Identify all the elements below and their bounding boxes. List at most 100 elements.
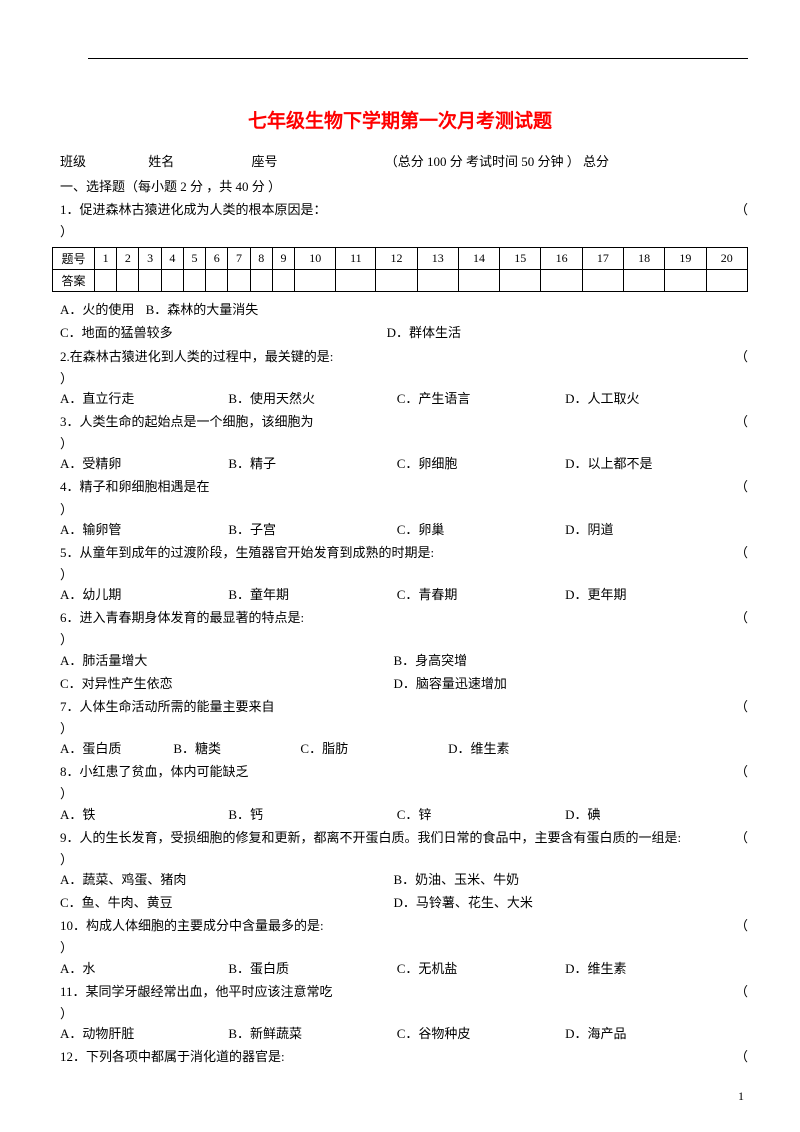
q1-optB: B．森林的大量消失 — [146, 300, 259, 320]
q8-optB: B．钙 — [228, 805, 393, 825]
table-cell — [500, 270, 541, 292]
table-cell: 11 — [336, 248, 376, 270]
q7-optC: C．脂肪 — [300, 739, 444, 759]
q10-optA: A．水 — [60, 959, 225, 979]
table-cell — [706, 270, 747, 292]
q3-stem: 3．人类生命的起始点是一个细胞，该细胞为 — [60, 414, 314, 429]
q3-optB: B．精子 — [228, 454, 393, 474]
q2-stem: 2.在森林古猿进化到人类的过程中，最关键的是: — [60, 349, 333, 364]
table-cell — [161, 270, 183, 292]
table-cell — [139, 270, 161, 292]
table-cell — [117, 270, 139, 292]
q7-text: 7．人体生命活动所需的能量主要来自 （ — [60, 697, 748, 717]
answer-table: 题号 1 2 3 4 5 6 7 8 9 10 11 12 13 14 15 1… — [52, 247, 748, 292]
section-1-header: 一、选择题（每小题 2 分 ，共 40 分 ） — [60, 176, 748, 195]
q5-optA: A．幼儿期 — [60, 585, 225, 605]
class-label: 班级 — [60, 151, 145, 170]
q6-options-row1: A．肺活量增大 B．身高突增 — [60, 651, 748, 671]
q4-text: 4．精子和卵细胞相遇是在 （ — [60, 477, 748, 497]
q9-paren-close: ） — [60, 850, 748, 870]
table-cell: 18 — [623, 248, 664, 270]
q8-paren-close: ） — [60, 784, 748, 804]
q1-paren: （ — [735, 200, 748, 220]
q11-options: A．动物肝脏 B．新鲜蔬菜 C．谷物种皮 D．海产品 — [60, 1024, 748, 1044]
table-cell: 3 — [139, 248, 161, 270]
q2-optC: C．产生语言 — [397, 389, 562, 409]
table-cell — [417, 270, 458, 292]
q8-optC: C．锌 — [397, 805, 562, 825]
q7-paren: （ — [735, 697, 748, 717]
q7-optD: D．维生素 — [448, 739, 509, 759]
q8-paren: （ — [735, 762, 748, 782]
table-cell — [183, 270, 205, 292]
q9-paren: （ — [735, 828, 748, 848]
q11-optC: C．谷物种皮 — [397, 1024, 562, 1044]
page-title: 七年级生物下学期第一次月考测试题 — [52, 106, 748, 133]
q9-optC: C．鱼、牛肉、黄豆 — [60, 893, 390, 913]
q3-optC: C．卵细胞 — [397, 454, 562, 474]
q7-stem: 7．人体生命活动所需的能量主要来自 — [60, 699, 275, 714]
q5-text: 5．从童年到成年的过渡阶段，生殖器官开始发育到成熟的时期是: （ — [60, 543, 748, 563]
q1-text: 1．促进森林古猿进化成为人类的根本原因是： （ — [60, 200, 748, 220]
q1-optC: C．地面的猛兽较多 — [60, 323, 383, 343]
q2-optA: A．直立行走 — [60, 389, 225, 409]
q11-text: 11．某同学牙龈经常出血，他平时应该注意常吃 （ — [60, 982, 748, 1002]
q10-options: A．水 B．蛋白质 C．无机盐 D．维生素 — [60, 959, 748, 979]
q6-paren: （ — [735, 608, 748, 628]
q4-paren: （ — [735, 477, 748, 497]
q7-optB: B．糖类 — [173, 739, 297, 759]
q9-optD: D．马铃薯、花生、大米 — [393, 893, 723, 913]
student-info-row: 班级 姓名 座号 （总分 100 分 考试时间 50 分钟 ） 总分 — [60, 151, 748, 170]
q4-optB: B．子宫 — [228, 520, 393, 540]
q6-text: 6．进入青春期身体发育的最显著的特点是: （ — [60, 608, 748, 628]
table-cell — [336, 270, 376, 292]
q8-options: A．铁 B．钙 C．锌 D．碘 — [60, 805, 748, 825]
q2-paren: （ — [735, 347, 748, 367]
q3-paren: （ — [735, 412, 748, 432]
q5-stem: 5．从童年到成年的过渡阶段，生殖器官开始发育到成熟的时期是: — [60, 545, 434, 560]
q6-options-row2: C．对异性产生依恋 D．脑容量迅速增加 — [60, 674, 748, 694]
table-cell: 7 — [228, 248, 250, 270]
table-cell: 9 — [272, 248, 294, 270]
q8-optA: A．铁 — [60, 805, 225, 825]
q8-text: 8．小红患了贫血，体内可能缺乏 （ — [60, 762, 748, 782]
q11-optD: D．海产品 — [565, 1024, 730, 1044]
q6-paren-close: ） — [60, 630, 748, 650]
table-cell — [541, 270, 582, 292]
q1-optA: A．火的使用 — [60, 300, 134, 320]
q2-optB: B．使用天然火 — [228, 389, 393, 409]
q4-stem: 4．精子和卵细胞相遇是在 — [60, 479, 210, 494]
table-cell: 6 — [206, 248, 228, 270]
q3-optD: D．以上都不是 — [565, 454, 730, 474]
q10-optB: B．蛋白质 — [228, 959, 393, 979]
q4-optD: D．阴道 — [565, 520, 730, 540]
q9-optA: A．蔬菜、鸡蛋、猪肉 — [60, 870, 390, 890]
q3-options: A．受精卵 B．精子 C．卵细胞 D．以上都不是 — [60, 454, 748, 474]
table-cell — [95, 270, 117, 292]
table-cell — [206, 270, 228, 292]
q2-optD: D．人工取火 — [565, 389, 730, 409]
q11-paren: （ — [735, 982, 748, 1002]
q1-options-row1: A．火的使用 B．森林的大量消失 — [60, 300, 748, 320]
table-cell — [458, 270, 499, 292]
q2-paren-close: ） — [60, 369, 748, 389]
q6-optA: A．肺活量增大 — [60, 651, 390, 671]
q4-optC: C．卵巢 — [397, 520, 562, 540]
q9-stem: 9．人的生长发育，受损细胞的修复和更新，都离不开蛋白质。我们日常的食品中，主要含… — [60, 830, 681, 845]
table-row-header: 题号 1 2 3 4 5 6 7 8 9 10 11 12 13 14 15 1… — [53, 248, 748, 270]
q10-stem: 10．构成人体细胞的主要成分中含量最多的是: — [60, 918, 324, 933]
q11-optB: B．新鲜蔬菜 — [228, 1024, 393, 1044]
table-cell — [295, 270, 336, 292]
name-label: 姓名 — [148, 151, 248, 170]
table-cell: 12 — [376, 248, 417, 270]
q1-paren-close: ） — [60, 222, 748, 242]
q4-options: A．输卵管 B．子宫 C．卵巢 D．阴道 — [60, 520, 748, 540]
q11-paren-close: ） — [60, 1004, 748, 1024]
q9-options-row2: C．鱼、牛肉、黄豆 D．马铃薯、花生、大米 — [60, 893, 748, 913]
q10-text: 10．构成人体细胞的主要成分中含量最多的是: （ — [60, 916, 748, 936]
q5-paren-close: ） — [60, 565, 748, 585]
q5-options: A．幼儿期 B．童年期 C．青春期 D．更年期 — [60, 585, 748, 605]
q12-stem: 12．下列各项中都属于消化道的器官是: — [60, 1049, 285, 1064]
seat-label: 座号 — [252, 151, 382, 170]
q3-optA: A．受精卵 — [60, 454, 225, 474]
